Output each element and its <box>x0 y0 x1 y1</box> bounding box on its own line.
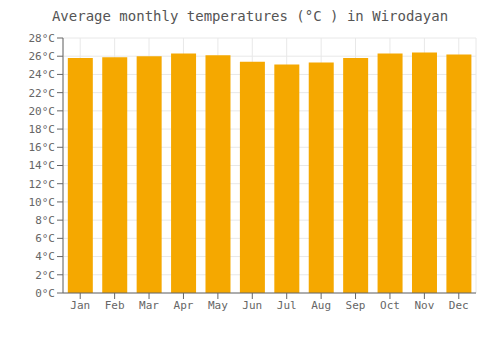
svg-text:Mar: Mar <box>139 299 159 312</box>
svg-text:26°C: 26°C <box>29 50 56 63</box>
svg-text:18°C: 18°C <box>29 123 56 136</box>
svg-text:Feb: Feb <box>105 299 125 312</box>
html-text:Average monthly temperatures (: Average monthly temperatures (°C ) in Wi… <box>51 8 449 24</box>
svg-text:28°C: 28°C <box>29 32 56 45</box>
svg-text:10°C: 10°C <box>29 196 56 209</box>
svg-text:Apr: Apr <box>174 299 194 312</box>
svg-text:Jul: Jul <box>277 299 297 312</box>
svg-text:4°C: 4°C <box>35 250 55 263</box>
svg-text:Aug: Aug <box>311 299 331 312</box>
svg-text:Jun: Jun <box>242 299 262 312</box>
svg-text:12°C: 12°C <box>29 178 56 191</box>
svg-text:22°C: 22°C <box>29 87 56 100</box>
svg-text:Nov: Nov <box>414 299 434 312</box>
svg-text:20°C: 20°C <box>29 105 56 118</box>
svg-text:14°C: 14°C <box>29 159 56 172</box>
svg-text:Oct: Oct <box>380 299 400 312</box>
svg-text:16°C: 16°C <box>29 141 56 154</box>
svg-text:2°C: 2°C <box>35 269 55 282</box>
svg-text:Jan: Jan <box>70 299 90 312</box>
svg-text:24°C: 24°C <box>29 68 56 81</box>
svg-text:May: May <box>208 299 228 312</box>
svg-text:Dec: Dec <box>449 299 469 312</box>
svg-text:0°C: 0°C <box>35 287 55 300</box>
svg-text:6°C: 6°C <box>35 232 55 245</box>
svg-text:8°C: 8°C <box>35 214 55 227</box>
svg-text:Sep: Sep <box>346 299 366 312</box>
